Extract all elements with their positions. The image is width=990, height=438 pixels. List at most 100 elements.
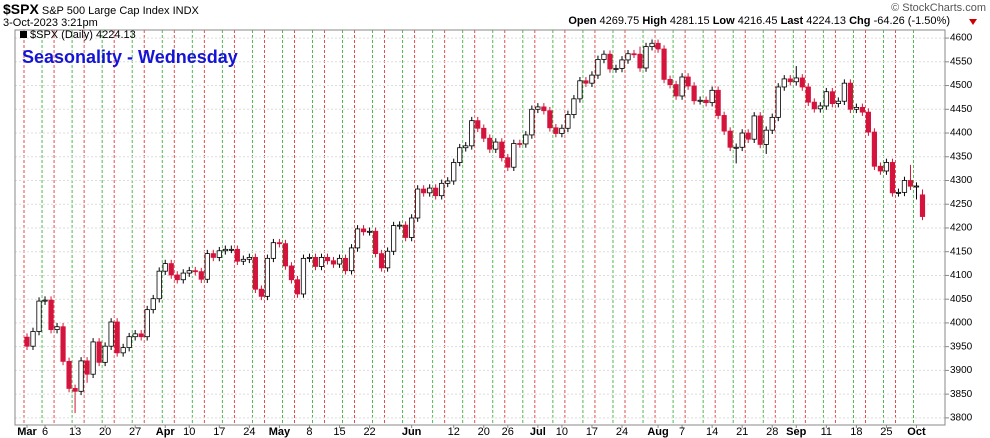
candle-body (715, 89, 721, 116)
candle-body (306, 257, 313, 259)
candle-body (66, 360, 72, 389)
x-tick-label: 28 (766, 426, 778, 438)
candle-body (294, 279, 301, 295)
x-tick-label: 8 (306, 426, 312, 438)
candle-body (421, 188, 427, 194)
candle-body (366, 230, 373, 233)
candle-body (733, 146, 739, 149)
candle-body (757, 115, 763, 145)
candle-body (793, 77, 799, 83)
candle-body (138, 333, 144, 338)
candle-body (613, 68, 619, 70)
quote-label: Chg (849, 15, 871, 27)
candle-body (709, 89, 715, 104)
legend-name: $SPX (Daily) (30, 29, 93, 41)
candle-body (246, 257, 252, 260)
candle-body (210, 253, 216, 258)
candle-body (769, 116, 775, 131)
candle-body (270, 242, 277, 259)
candle-body (150, 298, 156, 311)
candle-body (475, 120, 481, 129)
candle-body (451, 162, 457, 182)
candle-body (775, 86, 781, 118)
x-tick-label: 6 (42, 426, 48, 438)
symbol-line: $SPX S&P 500 Large Cap Index INDX (3, 1, 199, 17)
candle-body (571, 98, 577, 115)
candle-body (631, 53, 637, 56)
candle-body (102, 345, 108, 363)
candle-body (655, 42, 661, 50)
candle-body (565, 114, 571, 129)
x-tick-label: Jul (530, 426, 546, 438)
candle-body (156, 270, 162, 300)
y-tick-label: 3850 (950, 389, 973, 400)
candle-body (751, 115, 757, 140)
y-tick-label: 4400 (950, 128, 973, 139)
y-tick-label: 4350 (950, 151, 973, 162)
x-tick-label: 25 (880, 426, 892, 438)
candle-body (721, 115, 727, 132)
candle-body (847, 82, 853, 110)
candle-body (384, 250, 391, 269)
x-tick-label: 24 (616, 426, 628, 438)
candle-body (619, 59, 625, 69)
candle-body (511, 143, 517, 168)
y-tick-label: 4500 (950, 80, 973, 91)
candle-body (673, 84, 679, 97)
candle-body (889, 162, 896, 194)
candle-body (787, 78, 793, 83)
candle-body (114, 321, 120, 354)
y-tick-label: 4200 (950, 223, 973, 234)
candle-body (583, 80, 589, 84)
quote-label: High (642, 15, 667, 27)
y-tick-label: 4450 (950, 104, 973, 115)
y-tick-label: 4600 (950, 33, 973, 44)
candle-body (595, 59, 601, 76)
quote-value: 4224.13 (806, 15, 847, 27)
candle-body (348, 247, 355, 272)
candle-body (607, 53, 613, 70)
candle-body (727, 130, 733, 148)
candle-body (697, 99, 703, 102)
candle-body (913, 185, 920, 188)
candle-body (276, 242, 283, 245)
x-tick-label: 21 (736, 426, 748, 438)
candle-body (529, 108, 535, 136)
y-tick-label: 4550 (950, 56, 973, 67)
candle-body (391, 225, 397, 252)
candle-body (823, 91, 829, 107)
candle-body (144, 309, 150, 338)
candle-body (799, 77, 805, 88)
x-tick-label: 12 (448, 426, 460, 438)
x-tick-label: 7 (679, 426, 685, 438)
candle-body (703, 99, 709, 104)
quote-value: 4269.75 (599, 15, 640, 27)
candle-body (240, 258, 246, 262)
candle-body (90, 341, 96, 375)
candle-body (96, 341, 102, 363)
candle-body (679, 76, 685, 97)
candle-body (643, 46, 649, 69)
quote-label: Last (780, 15, 804, 27)
candle-body (397, 224, 403, 227)
x-tick-label: 27 (129, 426, 141, 438)
candle-body (78, 360, 84, 392)
candle-body (871, 131, 878, 167)
candle-body (805, 86, 811, 103)
candle-body (54, 326, 60, 330)
x-tick-label: Aug (647, 426, 668, 438)
timestamp: 3-Oct-2023 3:21pm (3, 17, 98, 29)
candle-body (60, 326, 66, 362)
candle-body (132, 333, 138, 338)
candle-body (739, 132, 745, 148)
candle-body (493, 141, 499, 150)
candle-body (859, 106, 865, 113)
candle-body (637, 53, 643, 69)
candle-body (841, 82, 847, 102)
x-tick-label: 26 (502, 426, 514, 438)
x-tick-label: 20 (99, 426, 111, 438)
y-tick-label: 4300 (950, 175, 973, 186)
down-arrow (969, 19, 977, 25)
candle-body (180, 272, 186, 281)
